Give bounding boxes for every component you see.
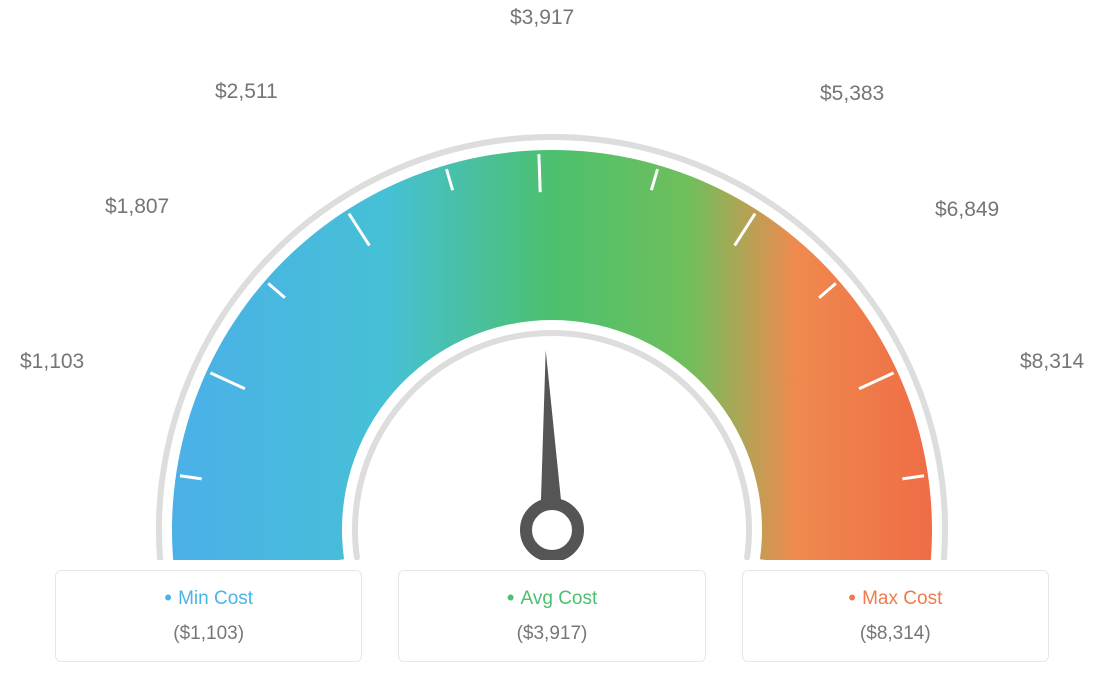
gauge-svg bbox=[0, 0, 1104, 560]
gauge-tick-label: $2,511 bbox=[215, 80, 278, 104]
legend-card-max: Max Cost ($8,314) bbox=[742, 570, 1049, 662]
gauge-tick-label: $5,383 bbox=[820, 82, 884, 106]
gauge-area: $1,103 $1,807 $2,511 $3,917 $5,383 $6,849 $8,3… bbox=[0, 0, 1104, 560]
legend-max-label: Max Cost bbox=[755, 585, 1036, 611]
gauge-tick-label: $3,917 bbox=[510, 6, 574, 30]
gauge-chart-container: $1,103 $1,807 $2,511 $3,917 $5,383 $6,849 $8,3… bbox=[0, 0, 1104, 690]
gauge-tick-label: $1,103 bbox=[20, 350, 84, 374]
legend-card-min: Min Cost ($1,103) bbox=[55, 570, 362, 662]
legend-row: Min Cost ($1,103) Avg Cost ($3,917) Max … bbox=[55, 570, 1049, 662]
gauge-tick-label: $1,807 bbox=[105, 195, 169, 219]
legend-max-value: ($8,314) bbox=[755, 623, 1036, 645]
legend-avg-value: ($3,917) bbox=[411, 623, 692, 645]
gauge-tick-label: $6,849 bbox=[935, 198, 999, 222]
legend-min-label: Min Cost bbox=[68, 585, 349, 611]
gauge-tick-label: $8,314 bbox=[1020, 350, 1084, 374]
legend-card-avg: Avg Cost ($3,917) bbox=[398, 570, 705, 662]
legend-min-value: ($1,103) bbox=[68, 623, 349, 645]
legend-avg-label: Avg Cost bbox=[411, 585, 692, 611]
